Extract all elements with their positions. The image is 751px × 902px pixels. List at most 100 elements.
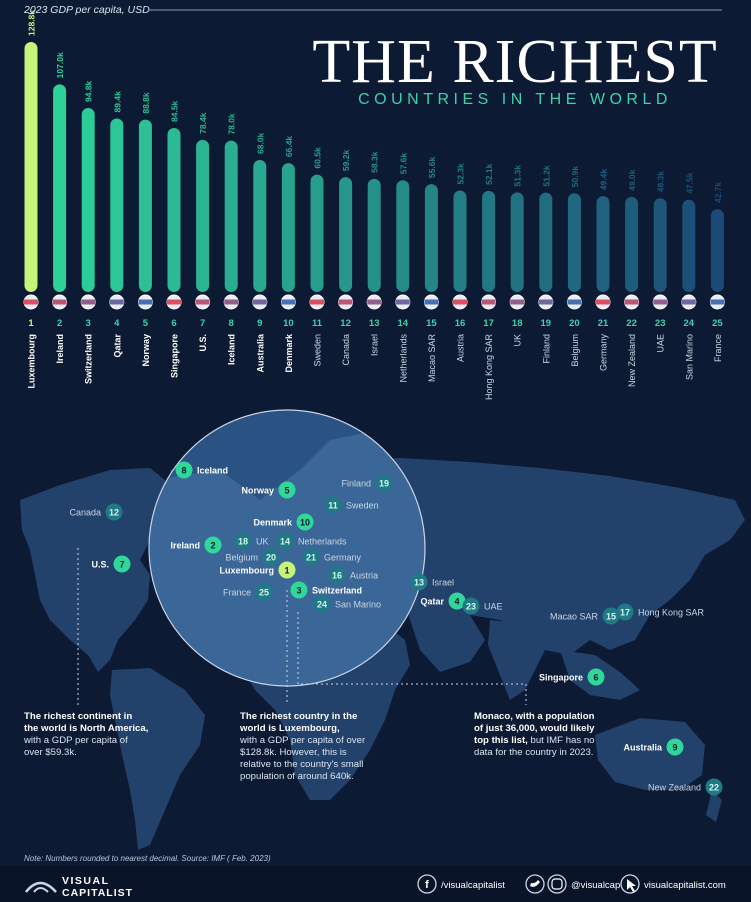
country-label: UK bbox=[513, 334, 523, 347]
map-marker bbox=[587, 668, 605, 686]
map-marker bbox=[313, 595, 331, 613]
map-marker bbox=[278, 481, 296, 499]
bar-value-label: 50.9k bbox=[570, 166, 580, 188]
bar-value-label: 58.3k bbox=[370, 151, 380, 173]
country-label: Macao SAR bbox=[427, 334, 437, 383]
map-marker-name: UAE bbox=[484, 601, 503, 611]
map-marker bbox=[113, 555, 131, 573]
flag-stripe-icon bbox=[52, 299, 67, 305]
logo-wordmark-bottom: CAPITALIST bbox=[62, 887, 133, 899]
twitter-glyph-icon bbox=[530, 880, 540, 887]
annotation-na-line3: with a GDP per capita of bbox=[23, 735, 128, 746]
map-marker-rank: 5 bbox=[284, 485, 289, 495]
annotation-na-line2: the world is North America, bbox=[24, 723, 149, 734]
flag-stripe-icon bbox=[538, 299, 553, 305]
rank-label: 7 bbox=[200, 318, 205, 329]
bar-value-label: 49.4k bbox=[599, 169, 609, 191]
bar-14 bbox=[424, 184, 438, 292]
bar-value-label: 88.8k bbox=[141, 92, 151, 114]
map-marker-name: UK bbox=[256, 536, 269, 546]
rank-label: 4 bbox=[114, 318, 120, 329]
rank-label: 5 bbox=[143, 318, 149, 329]
annotation-monaco-line3: top this list, but IMF has no bbox=[474, 735, 595, 746]
facebook-link[interactable]: f /visualcapitalist bbox=[417, 874, 505, 894]
bar-2 bbox=[81, 107, 95, 292]
map-marker-rank: 25 bbox=[259, 587, 269, 597]
country-label: Luxembourg bbox=[27, 334, 37, 389]
website-url: visualcapitalist.com bbox=[644, 880, 726, 891]
social-handle: @visualcap bbox=[571, 880, 620, 891]
instagram-icon bbox=[547, 874, 567, 894]
bar-value-label: 49.0k bbox=[627, 169, 637, 191]
bar-17 bbox=[510, 192, 524, 292]
annotation-monaco: Monaco, with a population of just 36,000… bbox=[474, 711, 595, 758]
region-new-zealand bbox=[706, 790, 722, 822]
flag-stripe-icon bbox=[395, 299, 410, 305]
map-marker-rank: 24 bbox=[317, 599, 327, 609]
map-marker bbox=[105, 503, 123, 521]
bar-11 bbox=[339, 177, 353, 292]
visual-capitalist-logo[interactable]: VISUAL CAPITALIST bbox=[25, 875, 133, 899]
flag-stripe-icon bbox=[167, 299, 181, 305]
region-arabia bbox=[400, 590, 485, 672]
flag-stripe-icon bbox=[138, 299, 153, 305]
annotation-lux-line5: relative to the country's small bbox=[240, 759, 363, 770]
map-marker-name: Australia bbox=[623, 742, 663, 752]
rank-label: 12 bbox=[340, 318, 351, 329]
map-marker-name: Norway bbox=[241, 485, 274, 495]
social-link[interactable]: @visualcap bbox=[525, 874, 620, 894]
region-india bbox=[488, 620, 545, 700]
map-marker bbox=[276, 532, 294, 550]
page-subtitle: COUNTRIES IN THE WORLD bbox=[358, 91, 672, 108]
bar-18 bbox=[539, 192, 553, 292]
annotation-lux-line4: $128.8k. However, this is bbox=[240, 747, 347, 758]
map-marker bbox=[262, 548, 280, 566]
flag-stripe-icon bbox=[624, 299, 639, 305]
bar-5 bbox=[167, 127, 181, 292]
cursor-icon bbox=[620, 874, 640, 894]
monaco-leader-line bbox=[297, 612, 527, 705]
rank-label: 21 bbox=[598, 318, 609, 329]
flag-stripe-icon bbox=[567, 299, 582, 305]
map-marker-rank: 7 bbox=[119, 559, 124, 569]
bar-16 bbox=[482, 190, 496, 292]
region-japan bbox=[664, 545, 680, 590]
rank-label: 3 bbox=[86, 318, 91, 329]
bar-value-label: 57.6k bbox=[398, 153, 408, 175]
bar-19 bbox=[567, 193, 581, 292]
country-label: Norway bbox=[141, 334, 151, 367]
footer-bar bbox=[0, 866, 751, 902]
map-marker-rank: 14 bbox=[280, 536, 290, 546]
flag-stripe-icon bbox=[424, 299, 439, 305]
annotation-monaco-line1: Monaco, with a population bbox=[474, 711, 595, 722]
map-marker bbox=[290, 581, 308, 599]
rank-label: 13 bbox=[369, 318, 380, 329]
map-marker-name: Netherlands bbox=[298, 536, 347, 546]
bar-value-label: 89.4k bbox=[112, 91, 122, 113]
flag-stripe-icon bbox=[252, 299, 267, 305]
website-link[interactable]: visualcapitalist.com bbox=[620, 874, 726, 894]
map-marker-name: Belgium bbox=[225, 552, 258, 562]
country-label: Germany bbox=[599, 334, 609, 372]
rank-label: 6 bbox=[171, 318, 176, 329]
map-marker bbox=[296, 513, 314, 531]
flag-stripe-icon bbox=[510, 299, 525, 305]
bar-15 bbox=[453, 190, 467, 292]
country-label: UAE bbox=[656, 334, 666, 353]
bar-value-label: 52.1k bbox=[484, 163, 494, 185]
annotation-monaco-line2: of just 36,000, would likely bbox=[474, 723, 595, 734]
map-marker-rank: 17 bbox=[620, 607, 630, 617]
map-marker-name: Canada bbox=[69, 507, 101, 517]
map-marker-name: Macao SAR bbox=[550, 611, 599, 621]
map-marker bbox=[705, 778, 723, 796]
map-marker bbox=[302, 548, 320, 566]
flag-stripe-icon bbox=[195, 299, 210, 305]
flag-stripe-icon bbox=[596, 299, 610, 305]
country-label: Qatar bbox=[112, 334, 122, 358]
rank-label: 10 bbox=[283, 318, 294, 329]
bar-value-label: 55.6k bbox=[427, 157, 437, 179]
country-label: New Zealand bbox=[627, 334, 637, 387]
flag-stripe-icon bbox=[338, 299, 353, 305]
rank-label: 25 bbox=[712, 318, 723, 329]
